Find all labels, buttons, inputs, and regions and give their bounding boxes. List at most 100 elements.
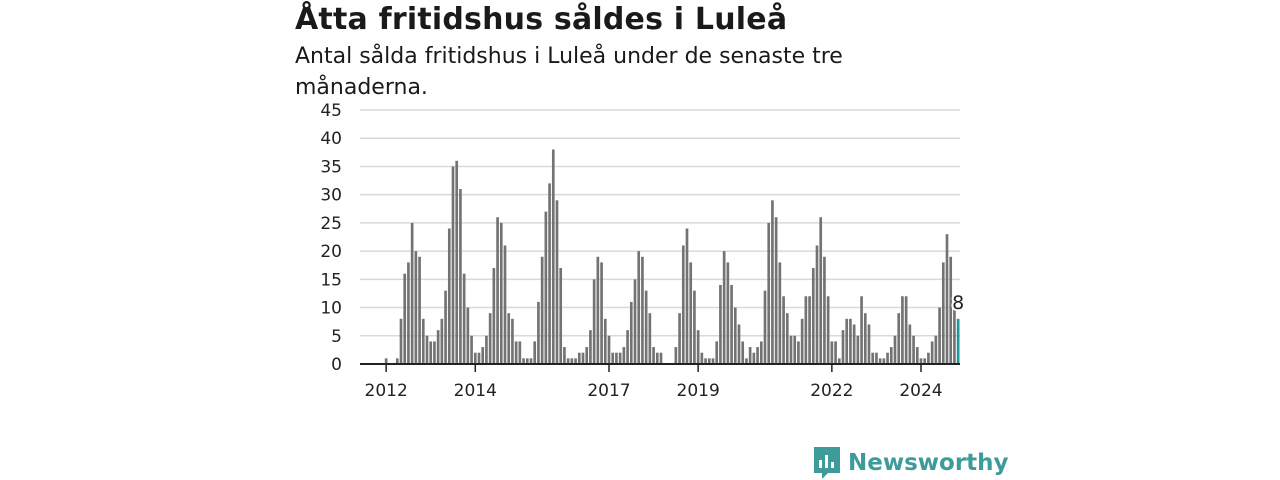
newsworthy-logo: Newsworthy xyxy=(814,446,1009,480)
bar xyxy=(655,352,659,364)
bar xyxy=(882,358,886,364)
bar-latest xyxy=(956,318,960,364)
bar xyxy=(481,347,485,364)
bar xyxy=(830,341,834,364)
bar xyxy=(425,335,429,364)
bar xyxy=(819,217,823,364)
bar xyxy=(756,347,759,364)
brand-name: Newsworthy xyxy=(848,450,1009,476)
bar xyxy=(648,313,652,364)
bar xyxy=(511,318,514,364)
bar xyxy=(589,330,592,364)
bar xyxy=(470,335,473,364)
bar xyxy=(507,313,511,364)
bar xyxy=(395,358,399,364)
bar xyxy=(488,313,492,364)
bar xyxy=(603,318,607,364)
bar xyxy=(919,358,923,364)
bar xyxy=(722,251,726,364)
bar xyxy=(615,352,618,364)
bar xyxy=(901,296,904,364)
bar xyxy=(551,149,555,364)
bar xyxy=(867,324,871,364)
bar xyxy=(644,290,648,364)
bar xyxy=(574,358,577,364)
bar xyxy=(514,341,518,364)
bar xyxy=(693,290,696,364)
bar xyxy=(384,358,388,364)
bar xyxy=(637,251,641,364)
y-axis-ticks: 0 5 10 15 20 25 30 35 40 45 xyxy=(320,101,342,375)
bar xyxy=(800,318,804,364)
bar xyxy=(485,335,488,364)
annotations: 8 xyxy=(950,290,966,316)
bar xyxy=(759,341,763,364)
bar xyxy=(804,296,808,364)
bar xyxy=(418,256,421,364)
bar xyxy=(414,251,418,364)
bar xyxy=(581,352,585,364)
bar xyxy=(849,318,852,364)
bar xyxy=(752,352,756,364)
x-tick-label: 2014 xyxy=(454,381,497,401)
bar xyxy=(592,279,596,364)
bar xyxy=(633,279,637,364)
bar xyxy=(886,352,889,364)
bar xyxy=(407,262,410,364)
bar xyxy=(748,347,752,364)
bar xyxy=(410,222,414,364)
bar xyxy=(577,352,581,364)
bar xyxy=(518,341,522,364)
bar xyxy=(741,341,745,364)
bar xyxy=(737,324,741,364)
bar xyxy=(733,307,737,364)
bar xyxy=(707,358,711,364)
bar xyxy=(711,358,715,364)
bar xyxy=(797,341,800,364)
bar xyxy=(841,330,845,364)
x-tick-label: 2012 xyxy=(365,381,408,401)
latest-value-label: 8 xyxy=(952,292,964,314)
bar xyxy=(522,358,525,364)
bar xyxy=(440,318,444,364)
bar xyxy=(856,335,860,364)
bar xyxy=(889,347,893,364)
bar xyxy=(912,335,915,364)
bar xyxy=(466,307,470,364)
bar xyxy=(719,284,722,364)
bar xyxy=(915,347,919,364)
bar xyxy=(681,245,685,364)
bar xyxy=(689,262,693,364)
bar xyxy=(934,335,938,364)
bar xyxy=(559,268,563,364)
bar xyxy=(618,352,622,364)
bar xyxy=(600,262,603,364)
bar xyxy=(607,335,611,364)
bar xyxy=(451,166,455,364)
bar xyxy=(499,222,503,364)
bar xyxy=(696,330,700,364)
bar xyxy=(949,256,953,364)
bar xyxy=(462,273,466,364)
bar xyxy=(496,217,499,364)
bar xyxy=(641,256,644,364)
bar xyxy=(652,347,655,364)
bar xyxy=(685,228,689,364)
bar xyxy=(938,307,941,364)
y-tick-label: 30 xyxy=(320,186,342,206)
bar xyxy=(953,307,956,364)
bar xyxy=(715,341,719,364)
bar xyxy=(945,234,949,364)
bar xyxy=(771,200,774,364)
bar xyxy=(555,200,559,364)
x-tick-label: 2017 xyxy=(587,381,630,401)
bar xyxy=(678,313,681,364)
chart-subtitle: Antal sålda fritidshus i Luleå under de … xyxy=(295,44,843,100)
bar xyxy=(878,358,882,364)
bar xyxy=(540,256,544,364)
bar xyxy=(837,358,841,364)
y-tick-label: 35 xyxy=(320,157,342,177)
bar xyxy=(871,352,875,364)
bar xyxy=(852,324,856,364)
